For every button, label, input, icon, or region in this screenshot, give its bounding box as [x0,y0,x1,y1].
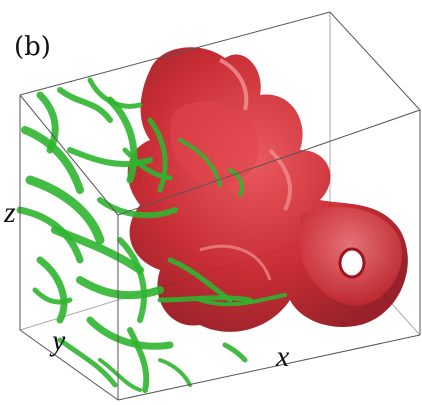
axis-label-y: y [49,324,66,357]
page: (b) z y x (() => { const data = JSON.par… [0,0,422,405]
figure: (b) z y x [0,0,422,405]
axis-label-z: z [3,196,16,229]
panel-label: (b) [14,32,51,62]
axis-label-x: x [275,340,290,373]
red-vortex [128,47,408,332]
